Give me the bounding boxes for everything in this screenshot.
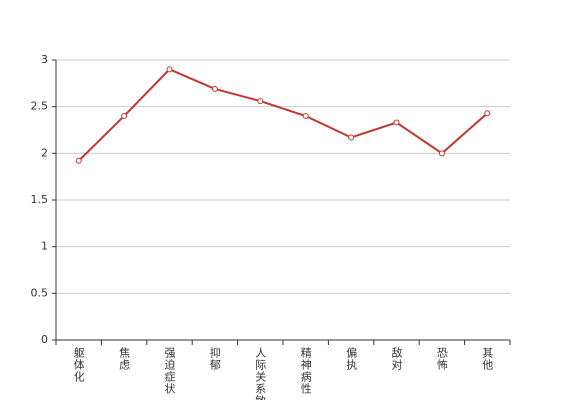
y-tick-label: 1 bbox=[41, 240, 48, 253]
x-tick-label: 恐怖 bbox=[435, 347, 448, 371]
point bbox=[257, 98, 264, 105]
y-tick-label: 3 bbox=[41, 53, 48, 66]
point bbox=[348, 134, 355, 141]
point bbox=[302, 113, 309, 119]
x-tick-label: 人际关系敏感 bbox=[254, 347, 267, 400]
line bbox=[77, 68, 488, 162]
x-tick-label: 偏执 bbox=[345, 346, 358, 371]
point bbox=[121, 113, 128, 119]
y-tick-label: 1.5 bbox=[31, 193, 49, 206]
point bbox=[75, 157, 82, 164]
point bbox=[211, 85, 218, 92]
y-tick-label: 2.5 bbox=[31, 100, 49, 113]
y-tick-label: 0 bbox=[41, 333, 48, 346]
x-tick-label: 其他 bbox=[481, 347, 494, 371]
y-tick-label: 0.5 bbox=[31, 286, 49, 299]
x-tick-label: 精神病性 bbox=[299, 347, 312, 395]
point bbox=[484, 110, 491, 117]
point bbox=[393, 119, 400, 126]
point bbox=[166, 66, 173, 73]
y-tick-label: 2 bbox=[41, 146, 48, 159]
point bbox=[438, 150, 445, 157]
x-tick-label: 抑郁 bbox=[208, 346, 221, 371]
x-tick-label: 焦虑 bbox=[118, 347, 131, 371]
x-tick-label: 躯体化 bbox=[72, 347, 85, 383]
x-tick-label: 强迫症状 bbox=[163, 347, 176, 395]
x-tick-label: 敌对 bbox=[390, 346, 403, 371]
